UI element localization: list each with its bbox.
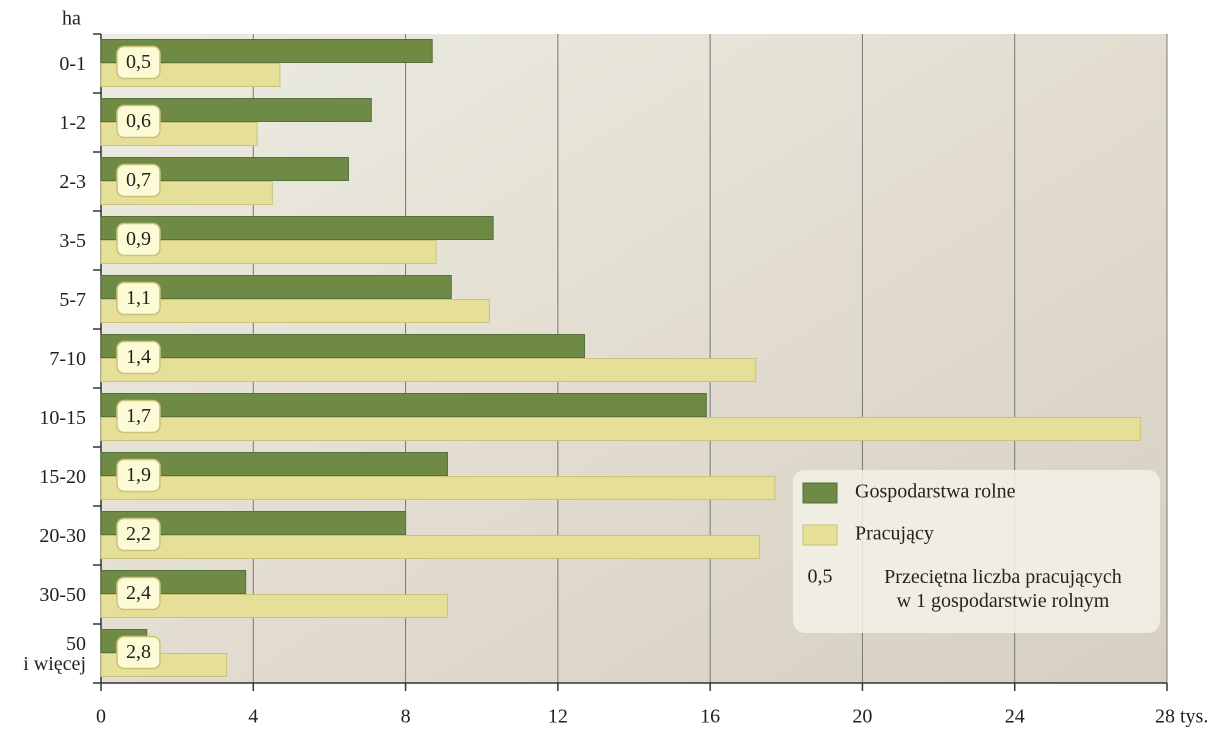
value-label: 0,9 xyxy=(126,228,151,250)
bar xyxy=(100,275,452,299)
value-label-box xyxy=(116,340,161,375)
legend-label: Przeciętna liczba pracujących w 1 gospod… xyxy=(884,566,1122,612)
legend-label: Pracujący xyxy=(855,523,934,545)
y-tick-label: 30-50 xyxy=(39,583,86,606)
y-tick-label: 20-30 xyxy=(39,524,86,547)
value-label-box xyxy=(116,458,161,493)
y-tick-label: 15-20 xyxy=(39,465,86,488)
value-label-box xyxy=(116,399,161,434)
x-tick-label: 0 xyxy=(96,706,106,728)
value-label: 1,1 xyxy=(126,287,151,309)
bar xyxy=(100,452,448,476)
x-tick-label: 8 xyxy=(401,706,411,728)
x-tick-label: 12 xyxy=(548,706,568,728)
y-tick-label: 5-7 xyxy=(59,288,86,311)
x-tick-label: 28 tys. xyxy=(1155,706,1208,728)
bar xyxy=(100,157,349,181)
legend-sample: 0,5 xyxy=(808,566,833,588)
value-label: 1,9 xyxy=(126,464,151,486)
y-tick-label: 3-5 xyxy=(59,229,86,252)
value-label: 0,6 xyxy=(126,110,151,132)
value-label: 0,5 xyxy=(126,51,151,73)
x-tick-label: 4 xyxy=(248,706,258,728)
bar xyxy=(100,535,761,559)
y-tick-label: 0-1 xyxy=(59,52,86,75)
value-label: 0,7 xyxy=(126,169,151,191)
bar xyxy=(100,299,490,323)
value-label: 2,2 xyxy=(126,523,151,545)
y-tick-label: 50 i więcej xyxy=(23,632,86,675)
value-label-box xyxy=(116,576,161,611)
bar xyxy=(100,358,757,382)
bar xyxy=(100,334,586,358)
value-label-box xyxy=(116,222,161,257)
value-label: 2,4 xyxy=(126,582,151,604)
value-label-box xyxy=(116,517,161,552)
bar xyxy=(100,511,407,535)
bar xyxy=(100,594,448,618)
y-tick-label: 7-10 xyxy=(49,347,86,370)
bar xyxy=(100,393,707,417)
y-tick-label: 2-3 xyxy=(59,170,86,193)
bar xyxy=(100,216,494,240)
legend-swatch xyxy=(802,482,838,504)
bar xyxy=(100,240,437,264)
bar xyxy=(100,39,433,63)
value-label: 1,4 xyxy=(126,346,151,368)
value-label-box xyxy=(116,281,161,316)
bar xyxy=(100,417,1141,441)
y-axis-label: ha xyxy=(62,8,81,30)
x-tick-label: 16 xyxy=(700,706,720,728)
bar xyxy=(100,98,372,122)
value-label: 2,8 xyxy=(126,641,151,663)
bar xyxy=(100,476,776,500)
legend-swatch xyxy=(802,524,838,546)
value-label-box xyxy=(116,45,161,80)
value-label-box xyxy=(116,163,161,198)
value-label-box xyxy=(116,635,161,670)
y-tick-label: 10-15 xyxy=(39,406,86,429)
legend-label: Gospodarstwa rolne xyxy=(855,481,1016,503)
y-tick-label: 1-2 xyxy=(59,111,86,134)
legend-box xyxy=(793,470,1160,633)
x-tick-label: 24 xyxy=(1005,706,1025,728)
value-label-box xyxy=(116,104,161,139)
x-tick-label: 20 xyxy=(852,706,872,728)
value-label: 1,7 xyxy=(126,405,151,427)
